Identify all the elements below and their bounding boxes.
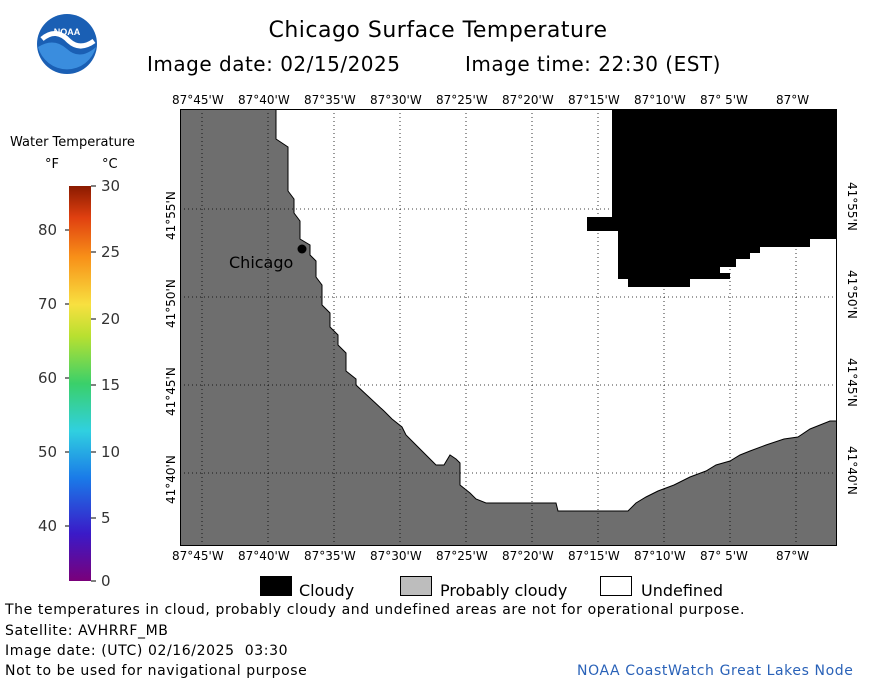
footer-satellite: Satellite: AVHRRF_MB [5,623,169,639]
legend-cloudy-swatch [260,576,292,596]
f-tick-80: 80 [38,221,58,239]
cloud-mass [612,109,837,287]
f-tick-50: 50 [38,443,58,461]
f-tick-40: 40 [38,517,58,535]
lon-top-10: 87°W [776,93,810,107]
lon-bottom-6: 87°20'W [502,549,554,563]
unit-fahrenheit: °F [45,157,59,172]
footer-disclaimer: The temperatures in cloud, probably clou… [5,602,746,618]
c-tick-20: 20 [101,310,121,328]
f-tick-60: 60 [38,369,58,387]
c-tick-25: 25 [101,243,121,261]
footer-nav-warning: Not to be used for navigational purpose [5,663,308,679]
lat-right-4: 41°40'N [845,446,859,495]
c-tick-30: 30 [101,177,121,195]
unit-celsius: °C [102,157,118,172]
lon-top-9: 87° 5'W [700,93,748,107]
land-shoreline [180,109,837,546]
footer-credit: NOAA CoastWatch Great Lakes Node [577,663,854,679]
noaa-logo: NOAA [37,14,97,74]
lat-right-2: 41°50'N [845,270,859,319]
lon-bottom-2: 87°40'W [238,549,290,563]
cloud-patch [587,217,629,231]
footer-utc-date: Image date: (UTC) 02/16/2025 03:30 [5,643,289,659]
lon-bottom-9: 87° 5'W [700,549,748,563]
lon-bottom-5: 87°25'W [436,549,488,563]
lon-bottom-7: 87°15'W [568,549,620,563]
c-tick-15: 15 [101,376,121,394]
lat-left-1: 41°55'N [164,191,178,240]
lat-right-1: 41°55'N [845,182,859,231]
chicago-label: Chicago [229,253,294,272]
legend-undefined-swatch [600,576,632,596]
chicago-marker [297,244,307,254]
noaa-logo-text: NOAA [54,27,81,37]
colorbar-title: Water Temperature [10,135,135,150]
lat-right-3: 41°45'N [845,358,859,407]
legend-probably-cloudy-label: Probably cloudy [440,581,568,600]
lon-top-6: 87°20'W [502,93,554,107]
legend-probably-cloudy-swatch [400,576,432,596]
image-time: Image time: 22:30 (EST) [465,52,721,76]
c-tick-0: 0 [101,572,111,590]
lon-top-8: 87°10'W [634,93,686,107]
lon-bottom-10: 87°W [776,549,810,563]
lon-top-7: 87°15'W [568,93,620,107]
lon-bottom-1: 87°45'W [172,549,224,563]
lat-left-2: 41°50'N [164,279,178,328]
lon-top-3: 87°35'W [304,93,356,107]
lat-left-3: 41°45'N [164,367,178,416]
c-tick-5: 5 [101,509,111,527]
c-tick-10: 10 [101,443,121,461]
lon-top-2: 87°40'W [238,93,290,107]
lon-top-5: 87°25'W [436,93,488,107]
image-date: Image date: 02/15/2025 [147,52,401,76]
lon-bottom-4: 87°30'W [370,549,422,563]
legend-undefined-label: Undefined [641,581,724,600]
legend-cloudy-label: Cloudy [299,581,355,600]
map-area [180,109,837,546]
lat-left-4: 41°40'N [164,455,178,504]
lon-top-4: 87°30'W [370,93,422,107]
map-title: Chicago Surface Temperature [268,18,608,43]
lon-top-1: 87°45'W [172,93,224,107]
colorbar [65,185,96,582]
lon-bottom-8: 87°10'W [634,549,686,563]
lon-bottom-3: 87°35'W [304,549,356,563]
f-tick-70: 70 [38,295,58,313]
